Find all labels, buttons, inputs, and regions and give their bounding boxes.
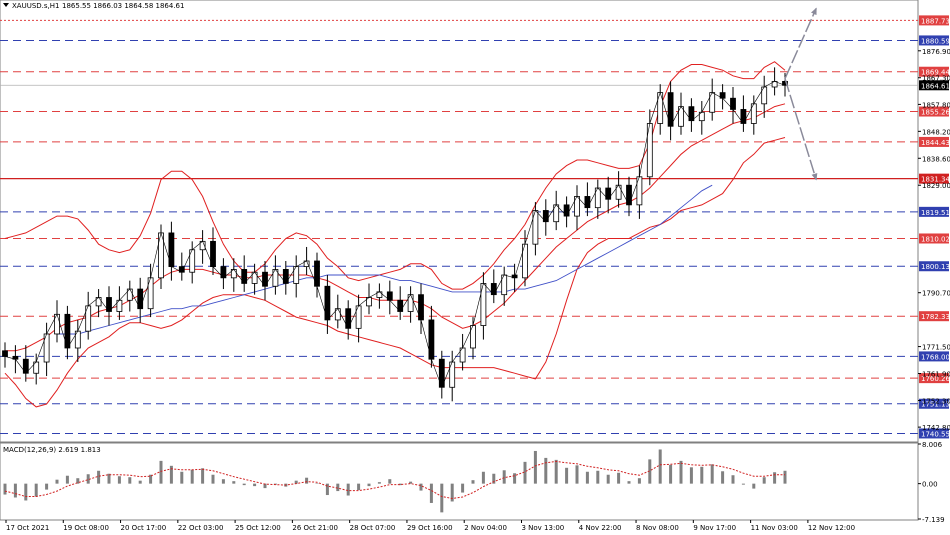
time-tick-label-11: 8 Nov 08:00 bbox=[636, 524, 679, 532]
time-tick-label-2: 20 Oct 17:00 bbox=[121, 524, 167, 532]
macd-plot-frame bbox=[0, 442, 919, 521]
level-label-2: 1869.44 bbox=[921, 69, 950, 77]
level-tag-9 bbox=[919, 311, 949, 322]
price-tick-label-2: 1857.80 bbox=[922, 101, 950, 109]
price-tick-label-10: 1742.80 bbox=[922, 424, 950, 432]
price-tick-label-5: 1829.00 bbox=[922, 182, 950, 190]
current-price-label: 1864.61 bbox=[921, 82, 950, 90]
time-tick-label-8: 2 Nov 04:00 bbox=[464, 524, 507, 532]
level-label-12: 1751.13 bbox=[921, 401, 950, 409]
close-line bbox=[4, 81, 786, 389]
macd-tick-label-2: -7.139 bbox=[922, 516, 945, 524]
macd-signal-path bbox=[4, 460, 785, 500]
time-tick-label-0: 17 Oct 2021 bbox=[6, 524, 49, 532]
level-tag-2 bbox=[919, 66, 949, 77]
series-bollinger-middle bbox=[5, 103, 786, 352]
dropdown-triangle-icon[interactable] bbox=[3, 3, 9, 7]
main-price-plot bbox=[0, 7, 918, 434]
price-tick-label-0: 1876.90 bbox=[922, 48, 950, 56]
time-tick-label-14: 12 Nov 12:00 bbox=[808, 524, 855, 532]
ohlc-readout: 1865.55 1866.03 1864.58 1864.61 bbox=[62, 2, 184, 10]
level-tag-1 bbox=[919, 35, 949, 46]
level-tag-5 bbox=[919, 173, 949, 184]
macd-signal-line bbox=[4, 460, 785, 500]
price-tick-label-7: 1771.50 bbox=[922, 344, 950, 352]
macd-axis: 8.006 0.00 -7.139 bbox=[918, 441, 945, 524]
candle-body-0 bbox=[2, 350, 8, 357]
level-tag-6 bbox=[919, 206, 949, 217]
level-label-9: 1782.33 bbox=[921, 313, 950, 321]
level-label-13: 1740.55 bbox=[921, 430, 950, 438]
series-moving-average bbox=[57, 184, 713, 335]
level-label-0: 1887.73 bbox=[921, 17, 950, 25]
chart-header: XAUUSD.s,H1 1865.55 1866.03 1864.58 1864… bbox=[3, 2, 184, 10]
price-axis: 1887.73 1880.59 1869.44 1855.26 1844.43 1831.… bbox=[918, 15, 950, 439]
macd-tick-label-0: 8.006 bbox=[922, 441, 943, 449]
price-tick-label-1: 1867.30 bbox=[922, 75, 950, 83]
time-tick-label-4: 25 Oct 12:00 bbox=[235, 524, 281, 532]
level-label-5: 1831.34 bbox=[921, 176, 950, 184]
level-tag-8 bbox=[919, 261, 949, 272]
level-label-7: 1810.02 bbox=[921, 235, 950, 243]
price-tick-label-9: 1752.30 bbox=[922, 397, 950, 405]
series-bollinger-upper bbox=[4, 61, 786, 290]
time-tick-label-7: 29 Oct 16:00 bbox=[407, 524, 453, 532]
forecast-arrows bbox=[784, 7, 818, 181]
current-price-tag bbox=[919, 80, 949, 91]
level-tag-3 bbox=[919, 106, 949, 117]
level-tag-12 bbox=[919, 398, 949, 409]
level-tag-0 bbox=[919, 15, 949, 26]
price-tick-label-8: 1761.90 bbox=[922, 371, 950, 379]
level-tag-13 bbox=[919, 428, 949, 439]
level-tag-10 bbox=[919, 351, 949, 362]
time-tick-label-9: 3 Nov 13:00 bbox=[521, 524, 564, 532]
forecast-arrow-0 bbox=[784, 7, 817, 79]
level-label-11: 1760.26 bbox=[921, 375, 950, 383]
level-label-8: 1800.13 bbox=[921, 263, 950, 271]
bollinger-bands bbox=[4, 61, 786, 408]
level-label-4: 1844.43 bbox=[921, 139, 950, 147]
time-tick-label-6: 28 Oct 07:00 bbox=[350, 524, 396, 532]
time-tick-label-13: 11 Nov 03:00 bbox=[751, 524, 798, 532]
horizontal-levels bbox=[0, 19, 918, 434]
level-tag-7 bbox=[919, 233, 949, 244]
time-tick-label-10: 4 Nov 22:00 bbox=[579, 524, 622, 532]
price-tick-label-4: 1838.60 bbox=[922, 155, 950, 163]
series-bollinger-lower bbox=[4, 137, 786, 408]
level-label-6: 1819.51 bbox=[921, 209, 950, 217]
price-candles bbox=[2, 67, 788, 402]
time-tick-label-12: 9 Nov 17:00 bbox=[693, 524, 736, 532]
main-plot-frame bbox=[0, 0, 919, 443]
level-label-3: 1855.26 bbox=[921, 109, 950, 117]
time-tick-label-1: 19 Oct 08:00 bbox=[63, 524, 109, 532]
macd-tick-label-1: 0.00 bbox=[922, 481, 938, 489]
symbol-title: XAUUSD.s,H1 bbox=[12, 2, 59, 10]
time-tick-label-5: 26 Oct 21:00 bbox=[292, 524, 338, 532]
macd-title: MACD(12,26,9) 2.619 1.813 bbox=[3, 446, 101, 454]
time-tick-label-3: 22 Oct 03:00 bbox=[178, 524, 224, 532]
price-tick-label-6: 1790.70 bbox=[922, 290, 950, 298]
price-tick-label-3: 1848.20 bbox=[922, 128, 950, 136]
level-tag-11 bbox=[919, 373, 949, 384]
level-label-10: 1768.00 bbox=[921, 353, 950, 361]
forecast-arrow-1 bbox=[784, 78, 818, 181]
macd-indicator-plot bbox=[3, 449, 787, 513]
level-label-1: 1880.59 bbox=[921, 37, 950, 45]
level-tag-4 bbox=[919, 136, 949, 147]
time-axis: 17 Oct 2021 19 Oct 08:00 20 Oct 17:00 22 Oc… bbox=[5, 520, 855, 532]
